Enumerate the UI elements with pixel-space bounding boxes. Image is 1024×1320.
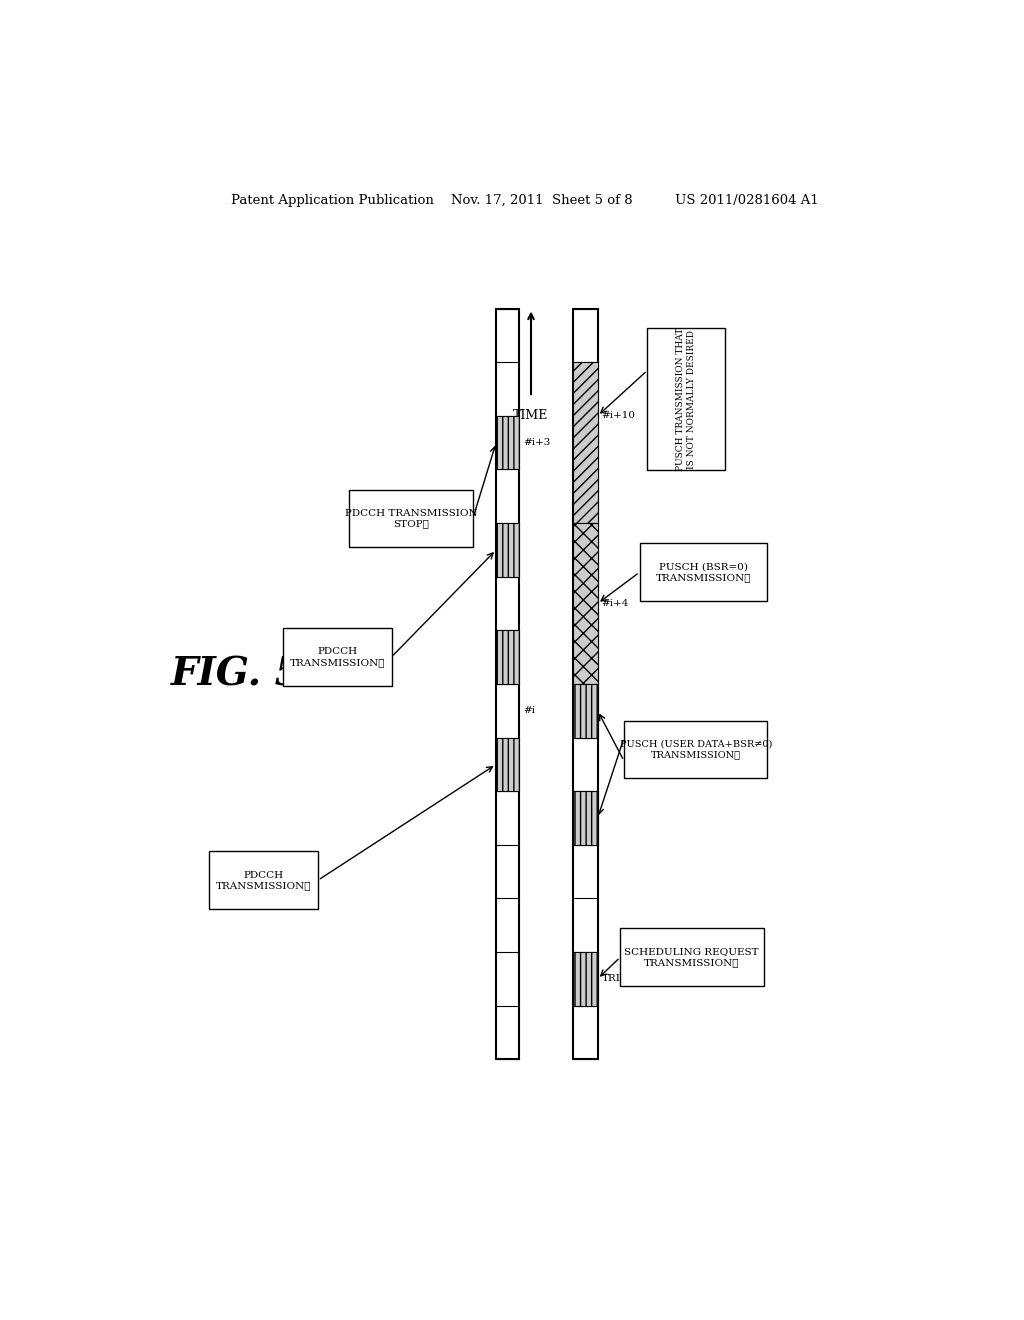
Text: #i+10: #i+10 bbox=[601, 412, 636, 420]
Bar bbox=[496, 631, 519, 684]
Bar bbox=[496, 523, 519, 577]
Text: SCHEDULING REQUEST
TRANSMISSION①: SCHEDULING REQUEST TRANSMISSION① bbox=[625, 948, 759, 968]
FancyBboxPatch shape bbox=[640, 544, 767, 601]
Text: #i: #i bbox=[523, 706, 536, 715]
Bar bbox=[496, 738, 519, 791]
FancyBboxPatch shape bbox=[283, 628, 391, 686]
Text: PUSCH TRANSMISSION THAT
IS NOT NORMALLY DESIRED: PUSCH TRANSMISSION THAT IS NOT NORMALLY … bbox=[676, 327, 695, 471]
Bar bbox=[572, 684, 598, 738]
Text: PDCCH
TRANSMISSION⑤: PDCCH TRANSMISSION⑤ bbox=[290, 647, 385, 667]
Text: PUSCH (USER DATA+BSR≠0)
TRANSMISSION③: PUSCH (USER DATA+BSR≠0) TRANSMISSION③ bbox=[620, 739, 772, 759]
Bar bbox=[572, 309, 598, 1059]
Text: #i+4: #i+4 bbox=[601, 599, 629, 609]
Text: TIME: TIME bbox=[513, 409, 549, 421]
FancyBboxPatch shape bbox=[624, 721, 767, 779]
Bar bbox=[496, 309, 519, 1059]
Bar bbox=[496, 416, 519, 470]
Text: #i+3: #i+3 bbox=[523, 438, 551, 447]
Bar bbox=[572, 523, 598, 684]
Text: Patent Application Publication    Nov. 17, 2011  Sheet 5 of 8          US 2011/0: Patent Application Publication Nov. 17, … bbox=[231, 194, 818, 207]
FancyBboxPatch shape bbox=[621, 928, 764, 986]
Text: PDCCH
TRANSMISSION②: PDCCH TRANSMISSION② bbox=[216, 871, 311, 890]
Bar bbox=[572, 362, 598, 523]
FancyBboxPatch shape bbox=[209, 851, 317, 909]
FancyBboxPatch shape bbox=[349, 490, 473, 548]
Text: PDCCH TRANSMISSION
STOPⓖ: PDCCH TRANSMISSION STOPⓖ bbox=[344, 508, 477, 528]
Bar bbox=[572, 791, 598, 845]
Text: PUSCH (BSR=0)
TRANSMISSION⑥: PUSCH (BSR=0) TRANSMISSION⑥ bbox=[655, 562, 752, 582]
FancyBboxPatch shape bbox=[647, 327, 725, 470]
Text: TRIGGER: TRIGGER bbox=[601, 974, 652, 983]
Bar bbox=[572, 952, 598, 1006]
Text: FIG. 5: FIG. 5 bbox=[171, 655, 302, 693]
